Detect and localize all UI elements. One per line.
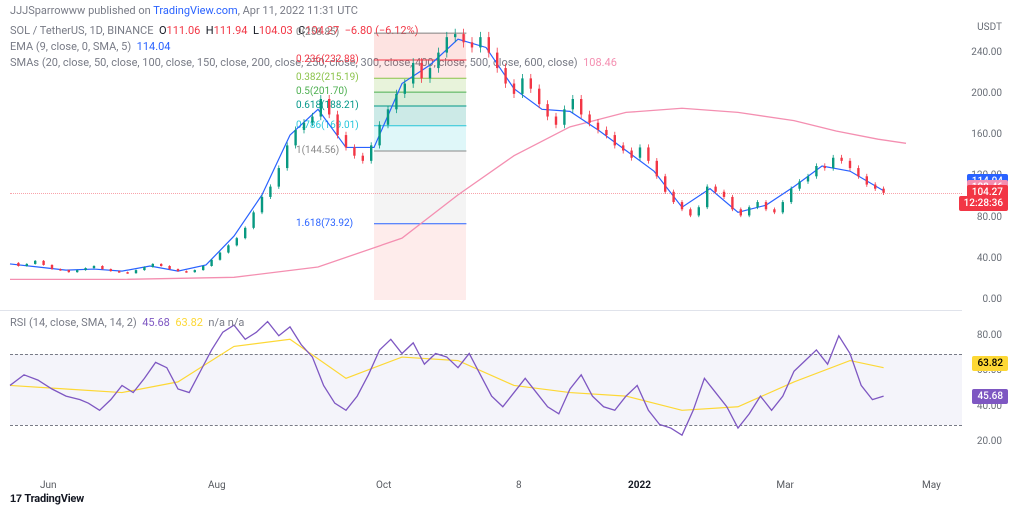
rsi-header: RSI (14, close, SMA, 14, 2) 45.68 63.82 …	[10, 316, 244, 329]
tradingview-logo[interactable]: 17 TradingView	[10, 492, 84, 505]
price-chart[interactable]	[0, 0, 1012, 509]
chart-root: JJJSparrowww published on TradingView.co…	[0, 0, 1012, 509]
pane-separator	[0, 310, 962, 311]
